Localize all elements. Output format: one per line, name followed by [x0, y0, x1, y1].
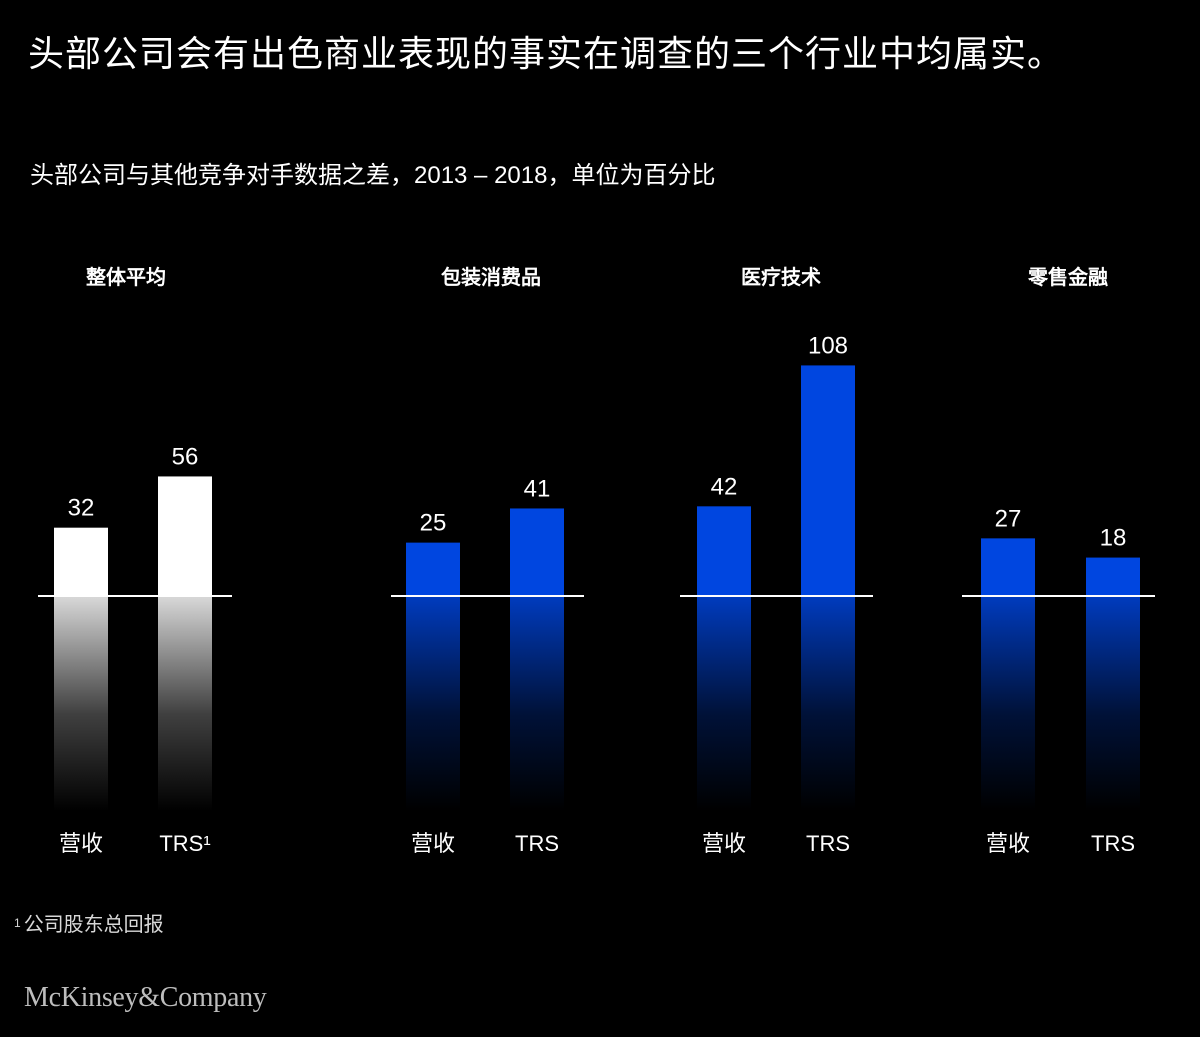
bar-value-label: 25: [420, 510, 447, 537]
bar: [406, 542, 460, 596]
category-label: TRS: [806, 831, 850, 856]
bar-reflection: [158, 596, 212, 811]
category-label: 营收: [702, 831, 746, 856]
bar-value-label: 32: [68, 495, 95, 522]
panel-title: 整体平均: [85, 265, 166, 289]
bar: [801, 365, 855, 596]
bar-value-label: 27: [995, 505, 1022, 532]
panel-title: 包装消费品: [441, 265, 541, 289]
panel-title: 零售金融: [1027, 265, 1108, 289]
bar-reflection: [510, 596, 564, 811]
bar-reflection: [406, 596, 460, 811]
category-label: 营收: [986, 831, 1030, 856]
bar: [981, 538, 1035, 596]
category-label: 营收: [411, 831, 455, 856]
bar-chart-panels: 整体平均 32 营收 56 TRS¹ 包装消费品 25 营收 41 TRS 医疗技术 42 营收 108 T…: [38, 265, 1155, 856]
bar-reflection: [54, 596, 108, 811]
bar-value-label: 42: [711, 473, 738, 500]
bar-value-label: 108: [808, 332, 848, 359]
category-label: TRS¹: [159, 831, 210, 856]
footnote-text: 公司股东总回报: [23, 914, 164, 936]
category-label: TRS: [1091, 831, 1135, 856]
page-title: 头部公司会有出色商业表现的事实在调查的三个行业中均属实。: [28, 33, 1065, 74]
category-label: TRS: [515, 831, 559, 856]
footnote: 1 公司股东总回报: [14, 912, 164, 938]
bar: [697, 506, 751, 596]
category-label: 营收: [59, 831, 103, 856]
bar: [510, 508, 564, 596]
chart-subtitle: 头部公司与其他竞争对手数据之差，2013 – 2018，单位为百分比: [30, 162, 716, 189]
bar-value-label: 41: [524, 475, 551, 502]
bar: [54, 527, 108, 596]
bar: [1086, 557, 1140, 596]
bar-value-label: 18: [1100, 525, 1127, 552]
footnote-marker: 1: [14, 916, 21, 930]
bar-reflection: [801, 596, 855, 811]
panel-title: 医疗技术: [741, 265, 821, 289]
bar-reflection: [981, 596, 1035, 811]
bar-reflection: [1086, 596, 1140, 811]
bar-reflection: [697, 596, 751, 811]
mckinsey-logo: McKinsey&Company: [24, 982, 267, 1013]
bar-value-label: 56: [172, 443, 199, 470]
bar: [158, 476, 212, 596]
